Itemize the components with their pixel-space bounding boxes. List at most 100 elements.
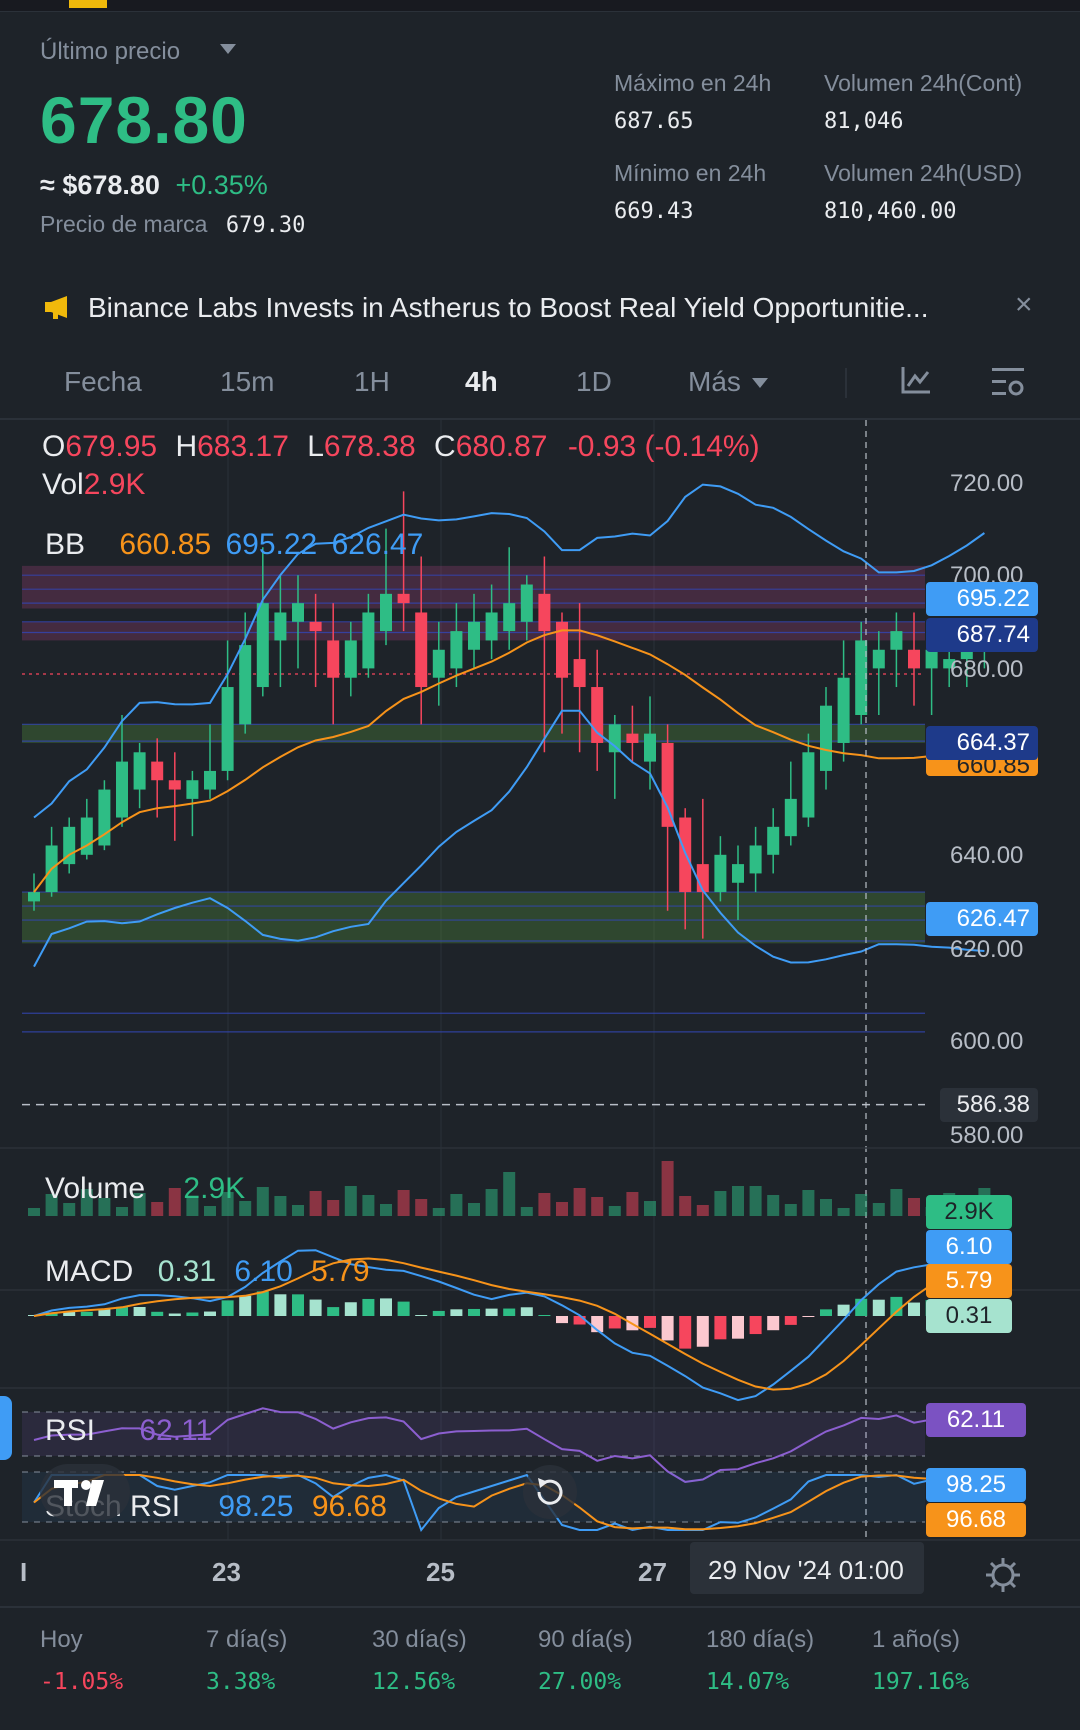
last-price-label[interactable]: Último precio bbox=[40, 38, 181, 65]
volume-bar bbox=[63, 1203, 76, 1216]
side-handle[interactable] bbox=[0, 1396, 12, 1460]
volume-bar bbox=[362, 1195, 375, 1216]
volume-bar bbox=[309, 1191, 322, 1216]
volume-bar bbox=[327, 1200, 340, 1216]
perf-label: 90 día(s) bbox=[538, 1626, 633, 1653]
stoch-d-pill: 96.68 bbox=[926, 1503, 1026, 1537]
volume-pill: 2.9K bbox=[926, 1195, 1012, 1229]
candle-body bbox=[309, 621, 322, 632]
candle-body bbox=[820, 705, 832, 771]
candle-body bbox=[802, 752, 815, 818]
tab-4h[interactable]: 4h bbox=[465, 366, 498, 397]
macd-hist-bar bbox=[696, 1316, 709, 1347]
indicator-icon[interactable] bbox=[900, 364, 932, 396]
chevron-down-icon[interactable] bbox=[220, 44, 236, 54]
stoch-k-pill: 98.25 bbox=[926, 1468, 1026, 1502]
volume-bar bbox=[380, 1204, 392, 1216]
candle-body bbox=[274, 612, 287, 641]
macd-hist-bar bbox=[820, 1309, 832, 1316]
macd-hist-bar bbox=[908, 1302, 920, 1316]
perf-180d: 180 día(s) 14.07% bbox=[706, 1626, 814, 1696]
macd-hist-bar bbox=[573, 1316, 586, 1325]
candle-body bbox=[661, 742, 674, 827]
close-icon[interactable]: × bbox=[1015, 288, 1033, 321]
candle-body bbox=[256, 603, 269, 688]
macd-hist-bar bbox=[274, 1294, 287, 1316]
tab-mas[interactable]: Más bbox=[688, 366, 741, 397]
volume-bar bbox=[626, 1192, 639, 1216]
macd-legend[interactable]: MACD 0.31 6.10 5.79 bbox=[45, 1255, 370, 1289]
date-axis-edge: I bbox=[20, 1557, 28, 1587]
news-headline[interactable]: Binance Labs Invests in Astherus to Boos… bbox=[88, 292, 929, 323]
tab-1h[interactable]: 1H bbox=[354, 366, 390, 397]
volume-legend: Vol2.9K bbox=[42, 468, 145, 502]
perf-value: 27.00% bbox=[538, 1669, 622, 1695]
stoch-k-line bbox=[33, 1473, 985, 1533]
macd-hist-bar bbox=[520, 1307, 533, 1316]
macd-hist-bar bbox=[538, 1315, 551, 1316]
high-value: 683.17 bbox=[197, 430, 289, 463]
volume-bar bbox=[485, 1189, 498, 1216]
volume-bar bbox=[855, 1194, 868, 1216]
tab-15m[interactable]: 15m bbox=[220, 366, 275, 397]
volume-bar bbox=[116, 1207, 128, 1216]
tab-fecha[interactable]: Fecha bbox=[64, 366, 142, 397]
level-pill: 687.74 bbox=[926, 618, 1038, 652]
mark-price: 679.30 bbox=[225, 213, 306, 238]
price-chart[interactable] bbox=[0, 420, 1080, 1610]
macd-pill: 6.10 bbox=[926, 1230, 1012, 1264]
candle-body bbox=[520, 584, 533, 622]
perf-value: 3.38% bbox=[206, 1669, 276, 1695]
tab-1d[interactable]: 1D bbox=[576, 366, 612, 397]
macd-hist-bar bbox=[80, 1311, 93, 1316]
macd-hist-bar bbox=[63, 1311, 76, 1316]
volume-legend-pane[interactable]: Volume 2.9K bbox=[45, 1172, 245, 1206]
macd-hist-bar bbox=[256, 1291, 269, 1316]
top-tab-bar bbox=[0, 0, 1080, 12]
caret-down-icon[interactable] bbox=[752, 378, 768, 388]
macd-hist-bar bbox=[186, 1312, 199, 1316]
macd-signal-value: 5.79 bbox=[311, 1255, 370, 1288]
axis-tick: 720.00 bbox=[950, 470, 1024, 497]
volume-bar bbox=[872, 1203, 885, 1216]
macd-hist-bar bbox=[749, 1316, 762, 1335]
stoch-k-value: 98.25 bbox=[218, 1490, 294, 1523]
settings-icon[interactable] bbox=[990, 364, 1026, 400]
axis-tick: 580.00 bbox=[950, 1122, 1024, 1149]
stat-high-value: 687.65 bbox=[614, 109, 694, 134]
stat-volume-cont: Volumen 24h(Cont) 81,046 bbox=[824, 70, 1022, 134]
candle-body bbox=[485, 612, 498, 641]
candle-body bbox=[573, 659, 586, 688]
bb-middle-line bbox=[33, 629, 985, 893]
volume-bar bbox=[538, 1193, 551, 1216]
volume-bar bbox=[186, 1197, 199, 1216]
macd-signal-line bbox=[33, 1257, 985, 1391]
volume-bar bbox=[468, 1203, 480, 1216]
bb-upper-line bbox=[33, 483, 985, 819]
bb-mid-value: 660.85 bbox=[119, 528, 212, 561]
bb-lower-value: 626.47 bbox=[331, 528, 424, 561]
volume-bar bbox=[98, 1198, 111, 1216]
date-tick: 23 bbox=[212, 1557, 241, 1587]
volume-bar bbox=[767, 1195, 780, 1216]
tradingview-logo bbox=[40, 1464, 130, 1520]
perf-value: 14.07% bbox=[706, 1669, 790, 1695]
candle-body bbox=[538, 593, 551, 632]
gear-icon[interactable] bbox=[984, 1556, 1022, 1594]
volume-bar bbox=[714, 1191, 727, 1216]
candle-body bbox=[767, 826, 780, 855]
rsi-legend[interactable]: RSI 62.11 bbox=[45, 1414, 212, 1448]
macd-hist-bar bbox=[767, 1316, 780, 1331]
open-label: O bbox=[42, 430, 66, 463]
reset-icon[interactable] bbox=[522, 1464, 578, 1520]
candle-body bbox=[327, 640, 340, 678]
bb-legend[interactable]: BB 660.85 695.22 626.47 bbox=[45, 528, 423, 562]
perf-label: Hoy bbox=[40, 1626, 83, 1653]
volume-bar bbox=[450, 1194, 463, 1216]
divider bbox=[0, 1606, 1080, 1608]
macd-hist-bar bbox=[732, 1316, 744, 1339]
perf-label: 1 año(s) bbox=[872, 1626, 961, 1653]
last-price: 678.80 bbox=[40, 83, 248, 157]
macd-hist-bar bbox=[292, 1294, 304, 1316]
change-percent: +0.35% bbox=[175, 170, 268, 200]
